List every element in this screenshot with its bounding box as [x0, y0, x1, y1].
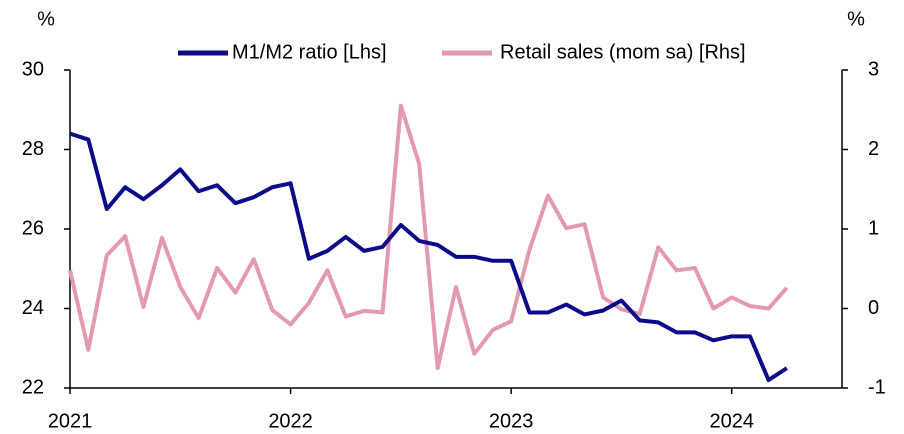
left-unit: %: [37, 8, 55, 30]
y2-tick-label: 0: [868, 297, 879, 319]
x-tick-label: 2021: [48, 410, 93, 432]
series-line: [68, 103, 789, 371]
y-tick-label: 26: [22, 217, 44, 239]
x-tick-label: 2024: [709, 410, 754, 432]
y2-tick-label: 2: [868, 138, 879, 160]
series-line: [69, 131, 788, 383]
y2-tick-label: 3: [868, 58, 879, 80]
y-tick-label: 24: [22, 297, 44, 319]
x-tick-label: 2022: [268, 410, 313, 432]
y2-tick-label: 1: [868, 217, 879, 239]
right-unit: %: [847, 8, 865, 30]
y-tick-label: 28: [22, 138, 44, 160]
y-tick-label: 30: [22, 58, 44, 80]
y2-tick-label: -1: [868, 376, 886, 398]
legend-label: Retail sales (mom sa) [Rhs]: [500, 41, 746, 63]
legend-label: M1/M2 ratio [Lhs]: [232, 41, 387, 63]
x-tick-label: 2023: [489, 410, 534, 432]
y-tick-label: 22: [22, 376, 44, 398]
